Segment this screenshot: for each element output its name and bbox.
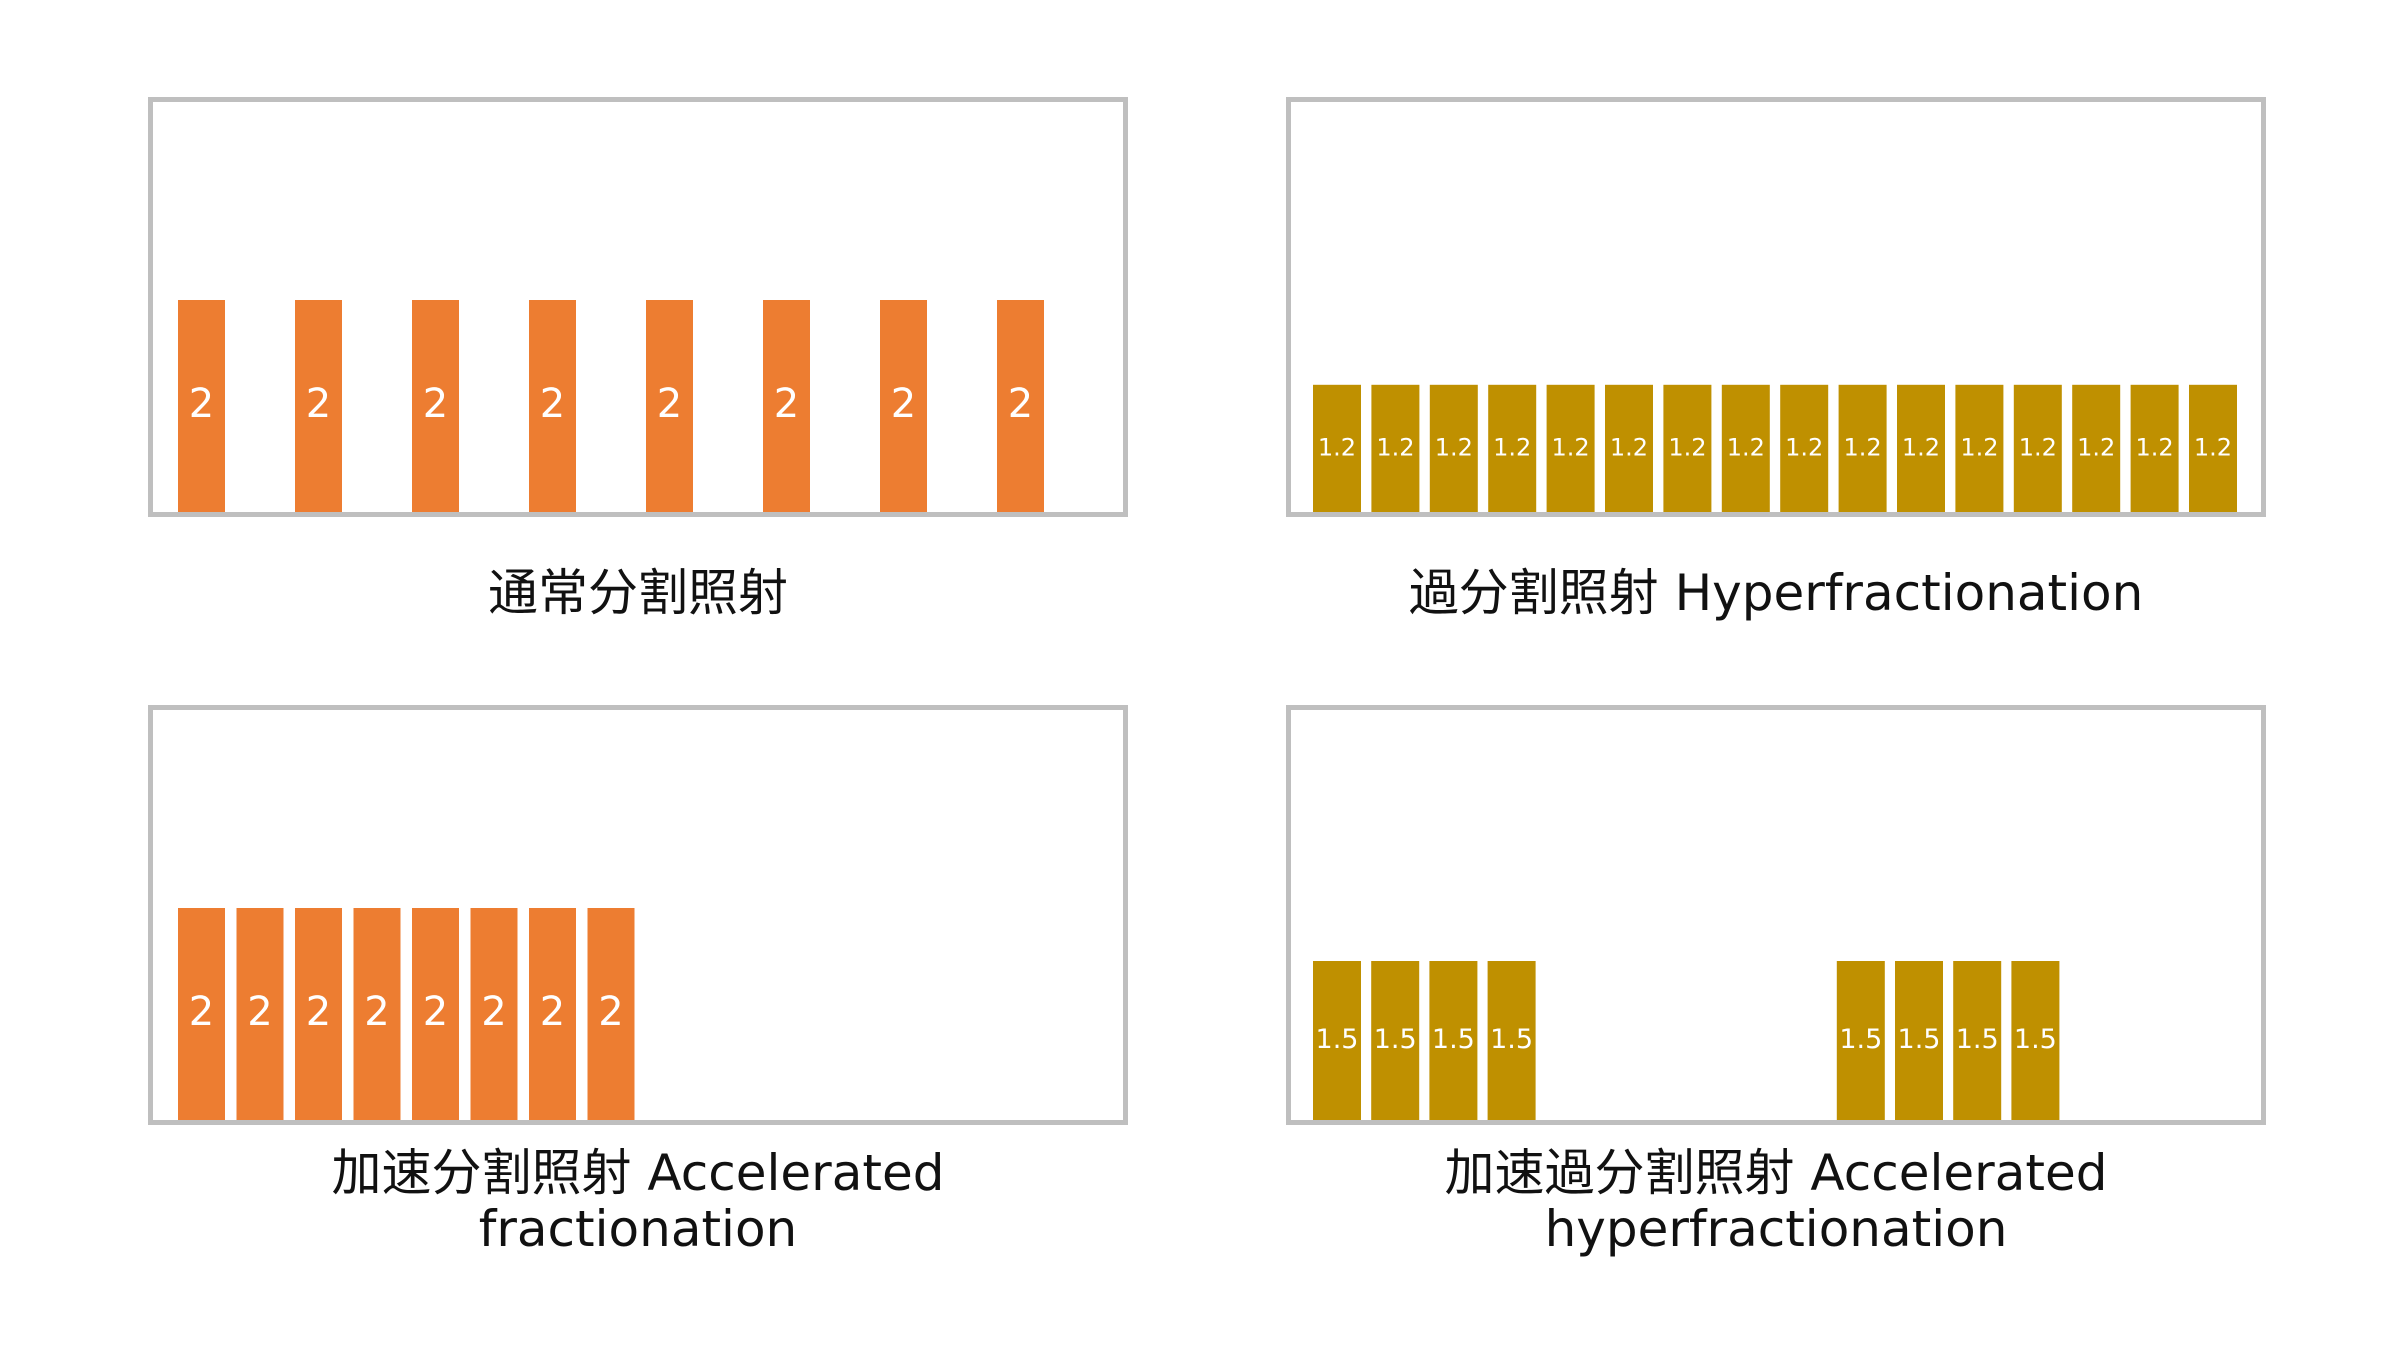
bar-value-label: 1.5: [1374, 1024, 1417, 1055]
caption-line: 加速分割照射 Accelerated: [331, 1144, 945, 1202]
bar-standard-2: [295, 300, 342, 512]
bar-value-label: 2: [423, 381, 448, 427]
bar-hyperfractionation-15: [2130, 384, 2179, 512]
bar-value-label: 2: [598, 989, 623, 1035]
bar-chart-accelerated-hyper: 1.5 1.5 1.5 1.5 1.5 1.5 1.5 1.5: [1313, 961, 2060, 1120]
bar-accelerated-hyper-6: [1895, 961, 1943, 1120]
bar-hyperfractionation-3: [1429, 384, 1478, 512]
bar-value-label: 1.2: [2019, 433, 2057, 461]
bar-value-label: 1.5: [2014, 1024, 2057, 1055]
bar-accelerated-hyper-1: [1313, 961, 1361, 1120]
bar-hyperfractionation-8: [1721, 384, 1770, 512]
chart-panel-standard: 2 2 2 2 2 2 2 2: [148, 97, 1128, 517]
caption-line: 通常分割照射: [488, 564, 788, 622]
bar-chart-hyperfractionation: 1.2 1.2 1.2 1.2 1.2 1.2 1.2 1.2 1.2 1.2 1.2 1.2 1.2 1…: [1313, 384, 2237, 512]
caption-hyperfractionation: 過分割照射 Hyperfractionation: [1276, 565, 2276, 621]
bar-value-label: 2: [774, 381, 799, 427]
bar-accelerated-hyper-4: [1487, 961, 1536, 1120]
bar-value-label: 1.2: [2077, 433, 2115, 461]
bar-value-label: 1.5: [1839, 1024, 1882, 1055]
bar-value-label: 2: [189, 989, 214, 1035]
bar-value-label: 2: [540, 381, 565, 427]
caption-line: 加速過分割照射 Accelerated: [1444, 1144, 2108, 1202]
bar-value-label: 2: [1008, 381, 1033, 427]
bar-hyperfractionation-6: [1605, 384, 1653, 512]
chart-panel-accelerated-hyper: 1.5 1.5 1.5 1.5 1.5 1.5 1.5 1.5: [1286, 705, 2266, 1125]
bar-accelerated-4: [353, 908, 401, 1120]
bar-accelerated-hyper-8: [2011, 961, 2060, 1120]
bar-hyperfractionation-5: [1546, 384, 1595, 512]
bar-value-label: 1.5: [1432, 1024, 1475, 1055]
bar-accelerated-5: [412, 908, 459, 1120]
bar-accelerated-hyper-7: [1953, 961, 2002, 1120]
bar-hyperfractionation-11: [1897, 384, 1945, 512]
bar-value-label: 2: [247, 989, 272, 1035]
bar-hyperfractionation-13: [2013, 384, 2062, 512]
chart-panel-hyperfractionation: 1.2 1.2 1.2 1.2 1.2 1.2 1.2 1.2 1.2 1.2 1.2 1.2 1.2 1…: [1286, 97, 2266, 517]
bar-hyperfractionation-4: [1488, 384, 1537, 512]
bar-hyperfractionation-2: [1371, 384, 1420, 512]
bar-hyperfractionation-12: [1955, 384, 2004, 512]
bar-standard-4: [529, 300, 576, 512]
bar-accelerated-8: [587, 908, 635, 1120]
bar-value-label: 2: [657, 381, 682, 427]
bar-hyperfractionation-16: [2189, 384, 2237, 512]
bar-standard-6: [763, 300, 810, 512]
bar-accelerated-3: [295, 908, 342, 1120]
bar-value-label: 1.2: [1493, 433, 1531, 461]
bar-value-label: 1.2: [1435, 433, 1473, 461]
caption-accelerated-hyper: 加速過分割照射 Accelerated hyperfractionation: [1276, 1145, 2276, 1257]
bar-value-label: 1.2: [1785, 433, 1823, 461]
bar-hyperfractionation-10: [1838, 384, 1887, 512]
caption-accelerated: 加速分割照射 Accelerated fractionation: [138, 1145, 1138, 1257]
bar-value-label: 2: [891, 381, 916, 427]
bar-hyperfractionation-7: [1663, 384, 1712, 512]
bar-hyperfractionation-14: [2072, 384, 2121, 512]
bar-accelerated-6: [470, 908, 518, 1120]
bar-accelerated-hyper-3: [1429, 961, 1478, 1120]
bar-value-label: 1.2: [1727, 433, 1765, 461]
bar-value-label: 2: [540, 989, 565, 1035]
bar-accelerated-1: [178, 908, 225, 1120]
caption-line: 過分割照射 Hyperfractionation: [1408, 564, 2144, 622]
bar-accelerated-7: [529, 908, 576, 1120]
bar-value-label: 1.2: [1844, 433, 1882, 461]
bar-value-label: 1.2: [1376, 433, 1414, 461]
bar-standard-5: [646, 300, 693, 512]
caption-line: fractionation: [478, 1200, 798, 1258]
bar-value-label: 2: [306, 989, 331, 1035]
bar-accelerated-2: [236, 908, 284, 1120]
bar-value-label: 1.5: [1956, 1024, 1999, 1055]
bar-hyperfractionation-9: [1780, 384, 1829, 512]
bar-value-label: 1.2: [1552, 433, 1590, 461]
bar-value-label: 1.2: [2136, 433, 2174, 461]
bar-value-label: 1.5: [1316, 1024, 1359, 1055]
bar-value-label: 1.2: [1960, 433, 1998, 461]
caption-line: hyperfractionation: [1544, 1200, 2008, 1258]
bar-value-label: 1.2: [1902, 433, 1940, 461]
bar-accelerated-hyper-5: [1836, 961, 1885, 1120]
caption-standard: 通常分割照射: [138, 565, 1138, 621]
bar-value-label: 1.2: [1668, 433, 1706, 461]
bar-accelerated-hyper-2: [1371, 961, 1420, 1120]
bar-value-label: 2: [364, 989, 389, 1035]
bar-value-label: 1.5: [1898, 1024, 1941, 1055]
bar-value-label: 1.2: [2194, 433, 2232, 461]
bar-value-label: 1.5: [1490, 1024, 1533, 1055]
bar-value-label: 2: [481, 989, 506, 1035]
bar-standard-1: [178, 300, 225, 512]
bar-value-label: 1.2: [1610, 433, 1648, 461]
bar-standard-7: [880, 300, 927, 512]
bar-value-label: 1.2: [1318, 433, 1356, 461]
bar-value-label: 2: [189, 381, 214, 427]
bar-value-label: 2: [423, 989, 448, 1035]
bar-value-label: 2: [306, 381, 331, 427]
bar-standard-8: [997, 300, 1044, 512]
bar-standard-3: [412, 300, 459, 512]
bar-hyperfractionation-1: [1313, 384, 1361, 512]
bar-chart-standard: 2 2 2 2 2 2 2 2: [178, 300, 1044, 512]
